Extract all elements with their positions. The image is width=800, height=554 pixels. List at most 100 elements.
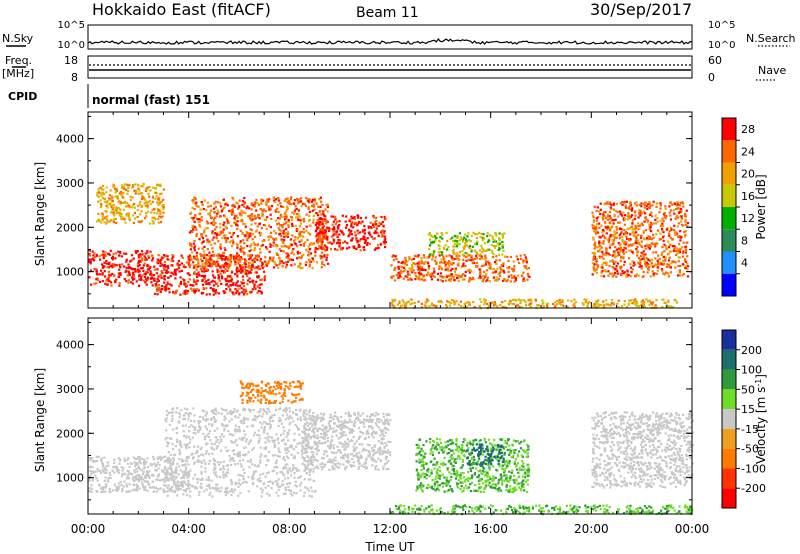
power-region-1 xyxy=(151,254,267,296)
freq-label: Freq. xyxy=(5,54,32,67)
velocity-y-tick-label: 3000 xyxy=(56,383,84,396)
time-axis: 00:00 04:00 08:00 12:00 16:00 20:00 00:00 xyxy=(71,112,710,536)
power-colorbar-tick: 16 xyxy=(741,190,755,203)
power-y-tick-label: 3000 xyxy=(56,177,84,190)
power-colorbar-segment xyxy=(722,273,736,296)
power-colorbar-segment xyxy=(722,229,736,252)
noise-panel: N.Sky 10^5 10^0 10^5 10^0 N.Search xyxy=(2,20,796,51)
time-tick-label: 04:00 xyxy=(171,522,206,536)
power-colorbar-segment xyxy=(722,251,736,274)
velocity-colorbar-segment xyxy=(722,349,736,370)
velocity-colorbar-tick: -100 xyxy=(741,462,766,475)
velocity-colorbar-tick: -15 xyxy=(741,423,759,436)
velocity-region-5 xyxy=(466,442,505,467)
nsearch-label: N.Search xyxy=(746,32,796,45)
power-y-tick-label: 1000 xyxy=(56,266,84,279)
power-y-axis: 4000 3000 2000 1000 xyxy=(56,115,692,295)
velocity-region-6 xyxy=(591,411,695,489)
power-colorbar-segment xyxy=(722,140,736,163)
power-colorbar-tick: 20 xyxy=(741,168,755,181)
velocity-y-axis-label: Slant Range [km] xyxy=(33,368,47,472)
velocity-region-3 xyxy=(301,411,392,471)
velocity-colorbar-segment xyxy=(722,369,736,390)
velocity-region-1 xyxy=(163,407,317,498)
nsky-label: N.Sky xyxy=(2,32,34,45)
time-tick-label: 12:00 xyxy=(373,522,408,536)
time-axis-label: Time UT xyxy=(364,540,415,554)
velocity-colorbar-tick: -50 xyxy=(741,443,759,456)
velocity-colorbar-segment xyxy=(722,468,736,489)
velocity-panel: 4000 3000 2000 1000 Slant Range [km] xyxy=(33,317,695,516)
velocity-colorbar-segment xyxy=(722,488,736,508)
station-title: Hokkaido East (fitACF) xyxy=(92,0,271,19)
velocity-colorbar-tick: 15 xyxy=(741,403,755,416)
beam-label: Beam 11 xyxy=(356,5,419,21)
power-colorbar-segment xyxy=(722,207,736,230)
date-label: 30/Sep/2017 xyxy=(590,0,692,19)
power-scatter-field xyxy=(88,183,690,310)
velocity-y-tick-label: 1000 xyxy=(56,472,84,485)
noise-sky-trace xyxy=(87,38,693,45)
power-region-2 xyxy=(188,196,330,270)
time-tick-label: 20:00 xyxy=(574,522,609,536)
noise-left-tick-bottom: 10^0 xyxy=(58,40,85,51)
velocity-y-axis: 4000 3000 2000 1000 xyxy=(56,321,692,501)
velocity-colorbar-label: Velocity [m s-1] xyxy=(754,374,768,464)
velocity-colorbar-tick: -200 xyxy=(741,482,766,495)
frequency-panel: Freq. [MHz] 18 8 60 0 Nave xyxy=(2,54,786,84)
velocity-colorbar-segment xyxy=(722,409,736,429)
power-colorbar-tick: 12 xyxy=(741,212,755,225)
velocity-colorbar-segment xyxy=(722,428,736,449)
power-region-4 xyxy=(96,183,165,225)
power-y-tick-label: 4000 xyxy=(56,133,84,146)
power-y-axis-label: Slant Range [km] xyxy=(33,162,47,266)
velocity-region-2 xyxy=(239,380,304,405)
velocity-colorbar-tick: 100 xyxy=(741,364,762,377)
nave-tick-top: 60 xyxy=(708,54,722,67)
power-colorbar-label: Power [dB] xyxy=(754,174,768,239)
power-colorbar-tick: 8 xyxy=(741,234,748,247)
power-region-5 xyxy=(390,254,531,283)
power-region-7 xyxy=(591,200,690,278)
cpid-panel: CPID normal (fast) 151 xyxy=(8,84,210,108)
time-tick-label: 08:00 xyxy=(272,522,307,536)
cpid-label: CPID xyxy=(8,90,37,103)
freq-tick-bottom: 8 xyxy=(71,71,78,84)
time-tick-label: 16:00 xyxy=(473,522,508,536)
power-colorbar-segment xyxy=(722,162,736,185)
noise-left-tick-top: 10^5 xyxy=(58,20,85,31)
power-region-6 xyxy=(427,231,506,256)
velocity-scatter-field xyxy=(88,380,695,516)
power-y-tick-label: 2000 xyxy=(56,221,84,234)
cpid-value: normal (fast) 151 xyxy=(92,93,210,107)
time-tick-label: 00:00 xyxy=(71,522,106,536)
velocity-region-4 xyxy=(415,437,531,494)
velocity-y-tick-label: 4000 xyxy=(56,339,84,352)
velocity-region-0 xyxy=(88,455,191,494)
power-colorbar-tick: 4 xyxy=(741,257,748,270)
freq-unit-label: [MHz] xyxy=(2,67,34,80)
nave-label: Nave xyxy=(758,64,786,77)
power-colorbar-tick: 24 xyxy=(741,145,755,158)
freq-tick-top: 18 xyxy=(64,54,78,67)
velocity-colorbar-segment xyxy=(722,448,736,469)
power-colorbar-segment xyxy=(722,184,736,207)
power-colorbar-segment xyxy=(722,118,736,141)
noise-right-tick-top: 10^5 xyxy=(708,20,735,31)
noise-right-tick-bottom: 10^0 xyxy=(708,40,735,51)
velocity-colorbar-segment xyxy=(722,330,736,350)
time-tick-label: 00:00 xyxy=(675,522,710,536)
velocity-colorbar: 200 100 50 15 -15 -50 -100 -200 xyxy=(721,329,766,509)
nave-tick-bottom: 0 xyxy=(708,71,715,84)
velocity-colorbar-tick: 200 xyxy=(741,344,762,357)
power-region-0 xyxy=(88,249,153,287)
power-panel: 4000 3000 2000 1000 Slant Range [km] xyxy=(33,111,693,310)
velocity-colorbar-tick: 50 xyxy=(741,383,755,396)
power-region-3 xyxy=(314,214,388,252)
velocity-y-tick-label: 2000 xyxy=(56,427,84,440)
velocity-colorbar-segment xyxy=(722,389,736,410)
power-colorbar-tick: 28 xyxy=(741,123,755,136)
power-colorbar: 28 24 20 16 12 8 4 xyxy=(721,117,755,297)
